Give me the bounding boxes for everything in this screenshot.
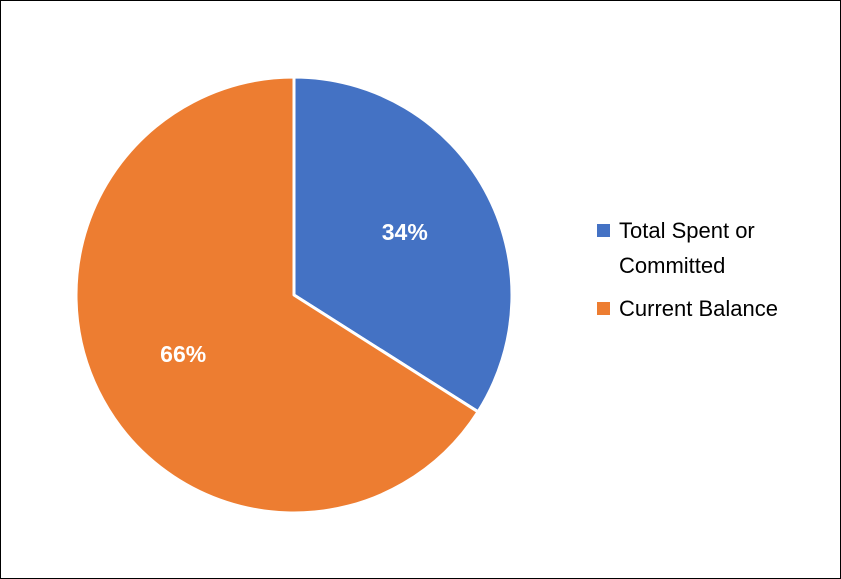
slice-data-label-0: 34%: [382, 219, 428, 245]
pie-slice-1: [74, 75, 480, 515]
legend-swatch-total-spent: [597, 224, 610, 237]
legend-item-total-spent: Total Spent or Committed: [597, 213, 837, 283]
legend-swatch-current-balance: [597, 302, 610, 315]
slice-data-label-1: 66%: [160, 341, 206, 367]
legend-label-total-spent: Total Spent or Committed: [619, 218, 755, 278]
legend-label-current-balance: Current Balance: [619, 296, 778, 321]
legend-item-current-balance: Current Balance: [597, 291, 837, 326]
legend: Total Spent or Committed Current Balance: [597, 213, 837, 334]
